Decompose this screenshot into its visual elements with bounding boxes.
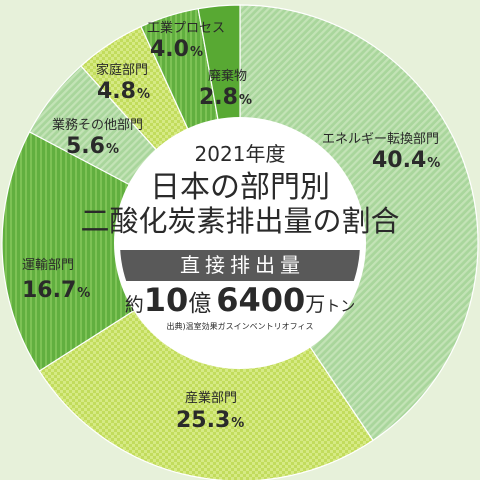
total-number-1: 10 [143,281,189,319]
percent-sign: % [427,156,441,171]
percent-sign: % [136,87,151,102]
chart-title-line-1: 日本の部門別 [150,170,330,205]
value-label: 5.6 [66,134,105,159]
label-energy-conversion: エネルギー転換部門 [322,132,440,147]
chart-title-line-2: 二酸化炭素排出量の割合 [80,204,400,238]
percent-sign: % [231,416,245,431]
total-unit-2: 万 [305,292,326,316]
source-note: 出典)温室効果ガスインベントリオフィス [166,322,314,331]
value-label: 40.4 [372,148,427,173]
value-label: 16.7 [22,278,77,303]
value-commercial-other: 5.6% [66,136,119,158]
label-industrial-process: 工業プロセス [147,21,226,36]
total-number-2: 6400 [216,281,306,319]
period-label: 2021年度 [194,142,286,166]
percent-sign: % [77,286,91,301]
percent-sign: % [238,93,253,108]
total-emissions: 約10億 6400万トン [0,284,480,316]
value-industrial-process: 4.0% [150,39,203,61]
value-household: 4.8% [97,81,150,103]
value-transport: 16.7% [22,280,90,302]
total-unit-3: トン [325,297,356,315]
direct-emissions-band [120,250,360,281]
total-prefix: 約 [124,294,144,316]
value-industry: 25.3% [176,410,244,432]
center-circle [114,117,366,369]
label-waste: 廃棄物 [208,69,248,84]
value-label: 4.0 [150,37,189,62]
percent-sign: % [105,142,120,157]
label-transport: 運輸部門 [22,258,75,273]
value-label: 25.3 [176,408,231,433]
label-household: 家庭部門 [96,63,149,78]
percent-sign: % [189,45,204,60]
value-label: 2.8 [199,85,238,110]
value-energy-conversion: 40.4% [372,150,440,172]
direct-emissions-label: 直接排出量 [180,253,305,277]
value-label: 4.8 [97,79,136,104]
label-commercial-other: 業務その他部門 [52,118,144,133]
label-industry: 産業部門 [185,391,238,406]
value-waste: 2.8% [199,87,252,109]
total-unit-1: 億 [188,291,212,317]
